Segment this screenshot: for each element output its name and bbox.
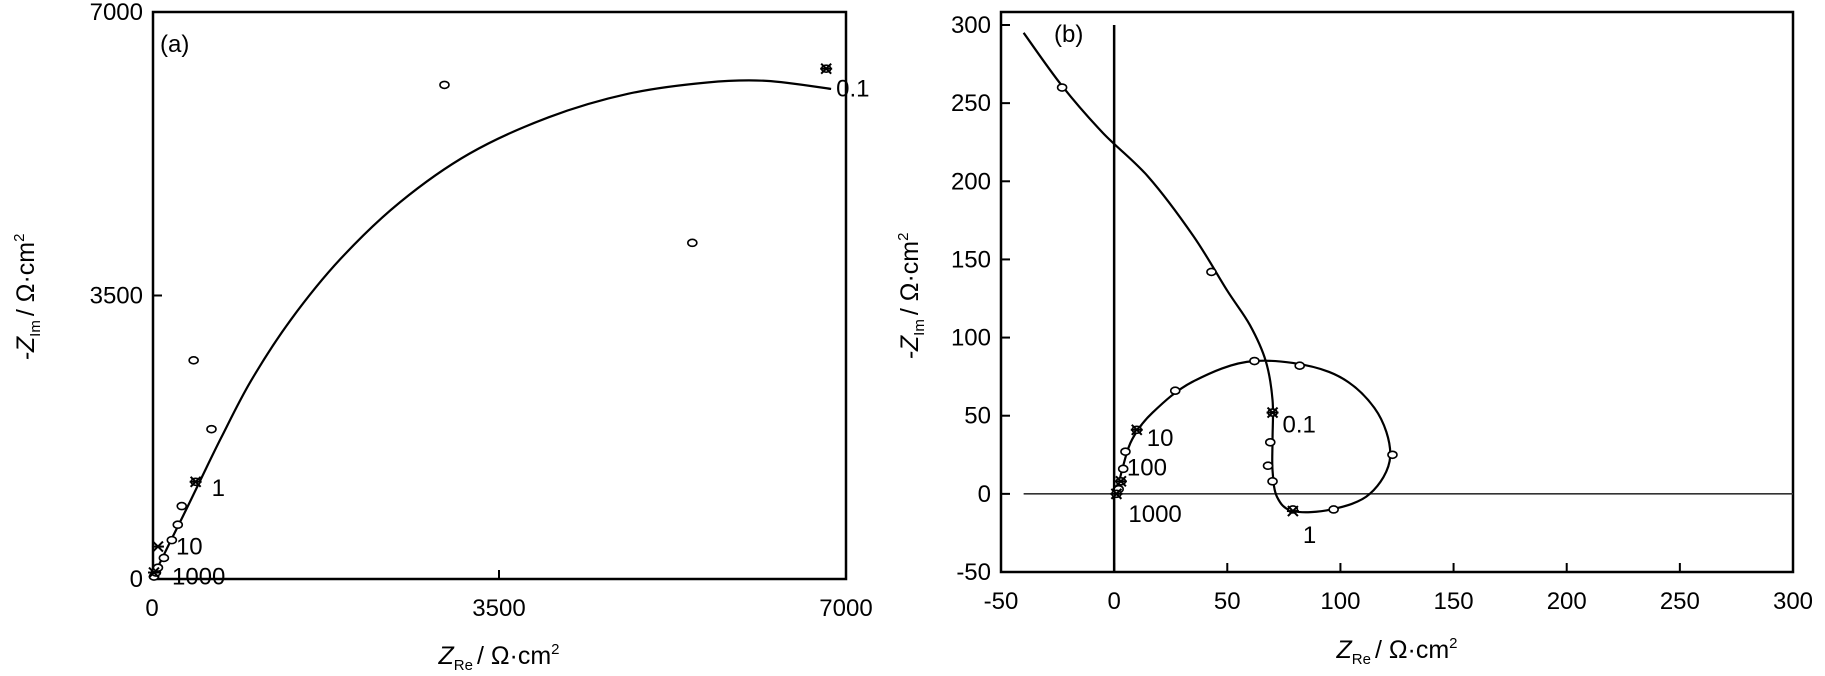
x-tick-label: 0 xyxy=(1107,588,1120,615)
panel-a-label: (a) xyxy=(160,31,189,58)
panel-b: (b) -50 0 50 100 150 200 250 300 -50 0 50 100 150 200… xyxy=(895,10,1813,668)
frequency-marker xyxy=(820,62,833,75)
frequency-marker xyxy=(1110,488,1123,500)
panel-a-points xyxy=(148,64,832,581)
fit-curve xyxy=(151,79,832,580)
x-tick-label: -50 xyxy=(984,588,1019,615)
panel-a-fit-curve-group xyxy=(151,79,832,580)
panel-b-label: (b) xyxy=(1054,21,1083,48)
panel-b-points xyxy=(1056,83,1398,514)
y-tick-label: 0 xyxy=(978,481,991,508)
data-point xyxy=(1328,505,1339,514)
frequency-label: 1000 xyxy=(172,564,225,591)
panel-a-annotations: 0.1 1 10 1000 xyxy=(147,62,870,591)
y-tick-label: 100 xyxy=(951,325,991,352)
frequency-label: 10 xyxy=(176,534,203,561)
x-tick-label: 200 xyxy=(1547,588,1587,615)
data-point xyxy=(172,520,184,530)
x-tick-label: 100 xyxy=(1320,588,1360,615)
data-point xyxy=(1264,437,1276,447)
panel-a-x-axis-label: ZRe / Ω·cm2 xyxy=(437,641,559,674)
x-tick-label: 7000 xyxy=(819,595,872,622)
data-point xyxy=(1117,464,1129,474)
panel-b-ticks: -50 0 50 100 150 200 250 300 -50 0 50 100 150 200 250 3… xyxy=(951,12,1813,615)
panel-a-ticks: 0 3500 7000 0 3500 7000 xyxy=(90,0,873,622)
data-point xyxy=(1206,267,1217,277)
panel-b-y-axis-label: -ZIm/ Ω·cm2 xyxy=(895,233,928,360)
y-tick-label: 50 xyxy=(964,403,991,430)
frequency-label: 100 xyxy=(1127,454,1167,481)
y-tick-label: 300 xyxy=(951,12,991,39)
panel-b-fit-curve-group xyxy=(1022,32,1392,514)
y-tick-label: 150 xyxy=(951,246,991,273)
x-tick-label: 50 xyxy=(1214,588,1241,615)
frequency-label: 0.1 xyxy=(836,76,869,103)
data-point xyxy=(206,424,217,434)
panel-a-y-axis-label: -ZIm/ Ω·cm2 xyxy=(11,234,44,361)
y-tick-label: 200 xyxy=(951,168,991,195)
y-tick-label: 3500 xyxy=(90,283,143,310)
frequency-label: 0.1 xyxy=(1283,412,1316,439)
x-tick-label: 0 xyxy=(145,595,158,622)
y-tick-label: 250 xyxy=(951,90,991,117)
data-point xyxy=(176,501,188,511)
x-tick-label: 250 xyxy=(1660,588,1700,615)
frequency-label: 1 xyxy=(1303,522,1316,549)
panel-b-annotations: 10 0.1 100 1000 1 xyxy=(1110,406,1316,549)
frequency-marker xyxy=(1114,475,1127,488)
data-point xyxy=(439,80,450,90)
y-tick-label: -50 xyxy=(956,559,991,586)
fit-curve xyxy=(1022,32,1392,514)
data-point xyxy=(1294,361,1305,371)
data-point xyxy=(166,535,178,545)
data-point xyxy=(188,355,199,365)
frequency-marker xyxy=(189,476,202,488)
panel-a-frame xyxy=(151,10,848,581)
data-point xyxy=(158,553,170,563)
panel-b-x-axis-label: ZRe / Ω·cm2 xyxy=(1335,635,1457,668)
panel-a: (a) 0 3500 7000 0 3500 7000 0.1 1 10 1000 ZRe / Ω… xyxy=(11,0,873,674)
frequency-label: 1 xyxy=(212,475,225,502)
frequency-marker xyxy=(151,540,164,553)
frequency-marker xyxy=(1130,424,1143,436)
frequency-marker xyxy=(147,566,160,579)
x-tick-label: 300 xyxy=(1773,588,1813,615)
frequency-label: 1000 xyxy=(1128,501,1181,528)
data-point xyxy=(1120,447,1131,456)
panel-b-frame xyxy=(999,10,1795,574)
frequency-label: 10 xyxy=(1147,425,1174,452)
x-tick-label: 150 xyxy=(1434,588,1474,615)
y-tick-label: 0 xyxy=(130,566,143,593)
frequency-marker xyxy=(1266,406,1279,419)
panel-b-reference-lines xyxy=(1023,25,1793,572)
y-tick-label: 7000 xyxy=(90,0,143,26)
data-point xyxy=(1249,356,1260,366)
data-point xyxy=(1387,450,1398,460)
data-point xyxy=(1056,83,1068,92)
data-point xyxy=(1262,461,1274,471)
data-point xyxy=(687,238,698,248)
frequency-marker xyxy=(1286,505,1299,517)
data-point xyxy=(1169,386,1181,396)
data-point xyxy=(1267,477,1278,486)
x-tick-label: 3500 xyxy=(472,595,525,622)
